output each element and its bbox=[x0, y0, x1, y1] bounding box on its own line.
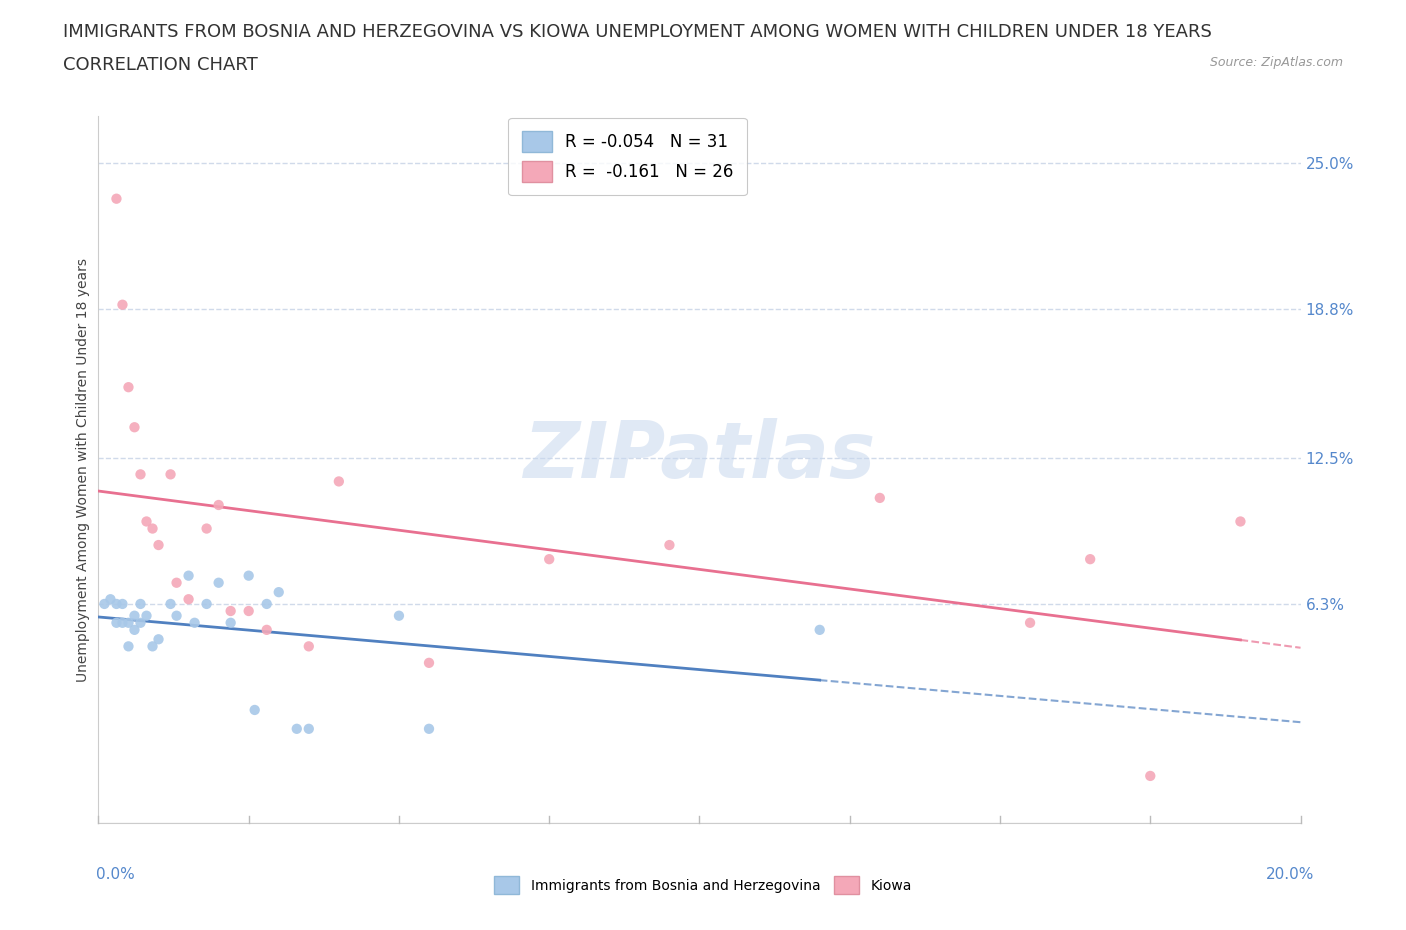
Point bbox=[105, 616, 128, 631]
Point bbox=[129, 596, 152, 611]
Point bbox=[159, 467, 181, 482]
Point bbox=[148, 538, 170, 552]
Point bbox=[129, 616, 152, 631]
Text: ZIPatlas: ZIPatlas bbox=[523, 418, 876, 494]
Point bbox=[141, 521, 163, 536]
Legend: Immigrants from Bosnia and Herzegovina, Kiowa: Immigrants from Bosnia and Herzegovina, … bbox=[489, 870, 917, 900]
Point bbox=[1229, 514, 1251, 529]
Point bbox=[105, 596, 128, 611]
Point bbox=[538, 551, 561, 566]
Point bbox=[808, 622, 831, 637]
Point bbox=[166, 608, 188, 623]
Point bbox=[129, 467, 152, 482]
Point bbox=[1078, 551, 1101, 566]
Point bbox=[124, 608, 146, 623]
Text: CORRELATION CHART: CORRELATION CHART bbox=[63, 56, 259, 73]
Point bbox=[105, 192, 128, 206]
Point bbox=[124, 622, 146, 637]
Point bbox=[219, 616, 242, 631]
Point bbox=[267, 585, 290, 600]
Point bbox=[285, 722, 308, 737]
Point bbox=[166, 576, 188, 591]
Point bbox=[177, 568, 200, 583]
Text: 0.0%: 0.0% bbox=[96, 867, 135, 882]
Point bbox=[117, 379, 139, 394]
Point bbox=[418, 722, 440, 737]
Point bbox=[328, 474, 350, 489]
Text: IMMIGRANTS FROM BOSNIA AND HERZEGOVINA VS KIOWA UNEMPLOYMENT AMONG WOMEN WITH CH: IMMIGRANTS FROM BOSNIA AND HERZEGOVINA V… bbox=[63, 23, 1212, 41]
Point bbox=[111, 596, 134, 611]
Point bbox=[135, 514, 157, 529]
Legend: R = -0.054   N = 31, R =  -0.161   N = 26: R = -0.054 N = 31, R = -0.161 N = 26 bbox=[508, 117, 747, 195]
Point bbox=[124, 419, 146, 434]
Point bbox=[141, 639, 163, 654]
Point bbox=[183, 616, 205, 631]
Point bbox=[208, 498, 231, 512]
Y-axis label: Unemployment Among Women with Children Under 18 years: Unemployment Among Women with Children U… bbox=[76, 258, 90, 682]
Point bbox=[100, 591, 122, 606]
Point bbox=[111, 616, 134, 631]
Point bbox=[1019, 616, 1042, 631]
Point bbox=[117, 616, 139, 631]
Point bbox=[256, 596, 278, 611]
Point bbox=[1139, 768, 1161, 783]
Point bbox=[195, 521, 218, 536]
Point bbox=[298, 639, 321, 654]
Point bbox=[195, 596, 218, 611]
Point bbox=[388, 608, 411, 623]
Point bbox=[177, 591, 200, 606]
Point bbox=[238, 568, 260, 583]
Point bbox=[869, 490, 891, 505]
Point bbox=[208, 576, 231, 591]
Point bbox=[111, 298, 134, 312]
Point bbox=[148, 631, 170, 646]
Text: 20.0%: 20.0% bbox=[1267, 867, 1315, 882]
Point bbox=[219, 604, 242, 618]
Point bbox=[298, 722, 321, 737]
Point bbox=[418, 656, 440, 671]
Point bbox=[238, 604, 260, 618]
Point bbox=[117, 639, 139, 654]
Point bbox=[159, 596, 181, 611]
Point bbox=[256, 622, 278, 637]
Point bbox=[93, 596, 115, 611]
Point bbox=[658, 538, 681, 552]
Point bbox=[135, 608, 157, 623]
Text: Source: ZipAtlas.com: Source: ZipAtlas.com bbox=[1209, 56, 1343, 69]
Point bbox=[243, 702, 266, 717]
